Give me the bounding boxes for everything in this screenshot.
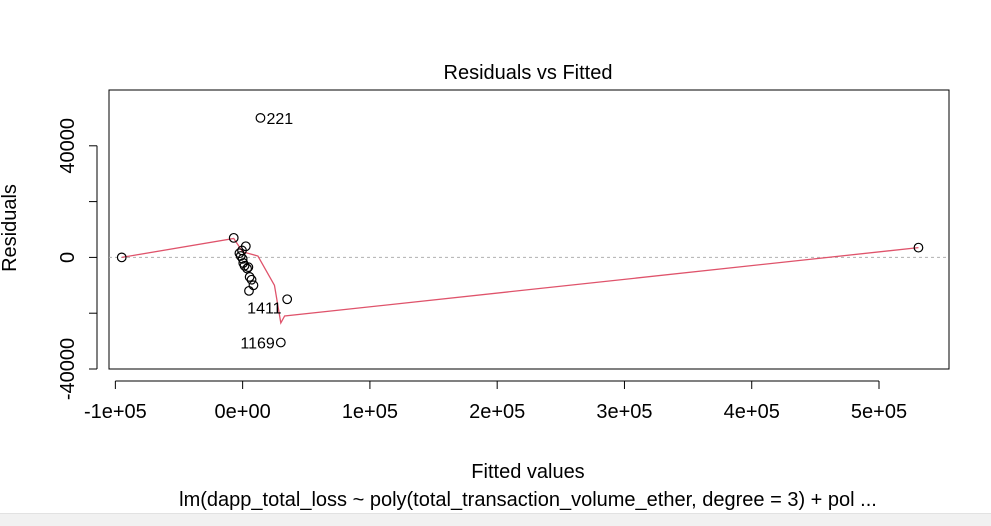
x-axis-label: Fitted values — [471, 461, 584, 483]
model-formula-subtitle: lm(dapp_total_loss ~ poly(total_transact… — [179, 489, 877, 511]
data-point — [282, 294, 293, 305]
data-point — [244, 272, 255, 282]
x-tick-label: 0e+00 — [215, 401, 271, 423]
data-point — [244, 285, 254, 296]
y-tick-label: -40000 — [57, 338, 79, 400]
plot-area-frame — [108, 89, 950, 370]
point-label: 221 — [266, 111, 293, 128]
x-tick-label: 1e+05 — [342, 401, 398, 423]
x-tick-label: 4e+05 — [724, 401, 780, 423]
data-point — [275, 337, 286, 348]
x-tick-label: 2e+05 — [469, 401, 525, 423]
data-point — [243, 262, 254, 273]
chart-title: Residuals vs Fitted — [444, 62, 613, 84]
data-point — [116, 252, 127, 263]
data-point — [237, 253, 248, 264]
x-tick-label: -1e+05 — [84, 401, 147, 423]
data-point — [235, 251, 246, 261]
data-point — [228, 232, 239, 243]
smoothed-residual-line — [121, 237, 919, 325]
data-point — [246, 274, 257, 285]
data-point — [248, 280, 259, 291]
point-label: 1169 — [240, 335, 275, 352]
y-tick-label: 40000 — [57, 118, 79, 174]
x-tick-label: 3e+05 — [596, 401, 652, 423]
point-label: 1411 — [247, 300, 282, 317]
data-point — [255, 112, 266, 123]
y-axis-label: Residuals — [0, 184, 21, 272]
y-tick-label: 0 — [57, 252, 79, 263]
window-bottom-border — [0, 513, 991, 526]
data-point — [240, 241, 251, 252]
x-tick-label: 5e+05 — [851, 401, 907, 423]
data-point — [913, 242, 924, 253]
